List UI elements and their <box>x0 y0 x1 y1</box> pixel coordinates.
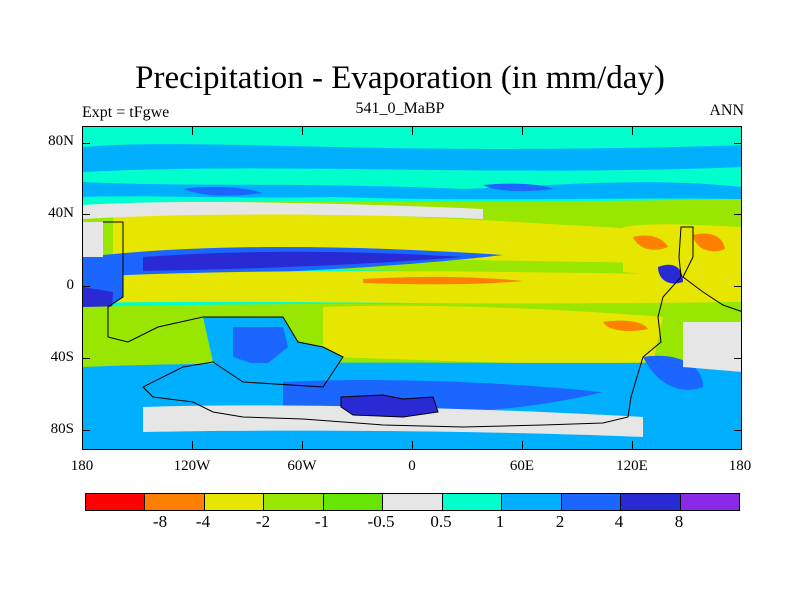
maritime-blue <box>658 264 683 284</box>
y-tick-r-80s <box>734 430 742 431</box>
x-label: 180 <box>728 458 752 474</box>
x-tick-top <box>632 127 633 135</box>
x-tick-top <box>192 127 193 135</box>
colorbar-segment <box>145 494 205 510</box>
colorbar-segment <box>442 494 503 510</box>
y-tick-40s <box>82 358 90 359</box>
colorbar-label: -0.5 <box>367 512 395 531</box>
x-label: 120W <box>173 458 211 474</box>
y-label: 80N <box>48 133 74 149</box>
x-label: 60E <box>509 458 535 474</box>
arctic-band <box>83 144 741 172</box>
equatorial-orange <box>363 276 523 285</box>
west-pacific-orange-1 <box>633 235 668 250</box>
y-tick-r-0 <box>734 286 742 287</box>
itcz-core <box>143 251 463 271</box>
x-tick <box>522 441 523 449</box>
southern-outline-box <box>340 394 439 418</box>
colorbar-segment <box>86 494 146 510</box>
y-tick-80n <box>82 143 90 144</box>
x-tick <box>412 441 413 449</box>
plot-title: Precipitation - Evaporation (in mm/day) <box>135 60 665 96</box>
y-tick-r-80n <box>734 143 742 144</box>
colorbar-segment <box>264 494 324 510</box>
experiment-label: Expt = tFgwe <box>82 104 170 121</box>
colorbar-segment <box>621 494 681 510</box>
y-tick-0 <box>82 286 90 287</box>
west-neutral-block <box>83 222 103 257</box>
north-blue-patch-2 <box>483 183 553 192</box>
south-orange-patch <box>603 320 648 331</box>
equatorial-yellow <box>83 271 741 304</box>
colorbar-label: 2 <box>555 512 565 531</box>
colorbar-label: 4 <box>614 512 624 531</box>
y-tick-r-40n <box>734 214 742 215</box>
x-tick-top <box>522 127 523 135</box>
south-america-deep <box>233 327 288 367</box>
x-tick-top <box>412 127 413 135</box>
colorbar-label: -4 <box>195 512 211 531</box>
colorbar-segment <box>383 494 443 510</box>
map-panel <box>82 126 742 450</box>
y-tick-r-40s <box>734 358 742 359</box>
north-midlat-band <box>83 182 741 200</box>
contour-map <box>83 127 741 449</box>
west-pacific-orange-2 <box>693 233 725 252</box>
y-label: 40N <box>48 205 74 221</box>
x-label: 60W <box>287 458 317 474</box>
x-tick <box>192 441 193 449</box>
colorbar <box>85 493 740 511</box>
colorbar-segment <box>502 494 562 510</box>
north-blue-patch-1 <box>183 186 263 196</box>
x-label: 120E <box>616 458 648 474</box>
colorbar-segment <box>561 494 622 510</box>
x-label: 180 <box>70 458 94 474</box>
x-tick <box>632 441 633 449</box>
east-neutral-block <box>683 322 741 372</box>
x-tick <box>302 441 303 449</box>
season-label: ANN <box>709 102 744 119</box>
colorbar-segment <box>204 494 265 510</box>
colorbar-label: 8 <box>674 512 684 531</box>
colorbar-segment <box>323 494 384 510</box>
x-tick-top <box>302 127 303 135</box>
x-label: 0 <box>408 458 416 474</box>
x-tick <box>741 441 742 449</box>
y-label: 0 <box>66 277 75 293</box>
time-label: 541_0_MaBP <box>355 100 445 117</box>
west-pacific-yellow <box>623 224 741 278</box>
coastline <box>103 221 741 428</box>
colorbar-label: 0.5 <box>430 512 452 531</box>
y-label: 40S <box>50 349 74 365</box>
colorbar-label: -1 <box>314 512 330 531</box>
north-neutral-band <box>83 202 483 219</box>
colorbar-segment <box>680 494 739 510</box>
subtropic-south-yellow <box>323 305 663 364</box>
x-tick <box>82 441 83 449</box>
y-tick-40n <box>82 214 90 215</box>
y-tick-80s <box>82 430 90 431</box>
colorbar-label: -8 <box>152 512 168 531</box>
colorbar-label: 1 <box>495 512 505 531</box>
y-label: 80S <box>50 421 74 437</box>
colorbar-label: -2 <box>255 512 271 531</box>
antarctic-neutral-band <box>143 405 643 437</box>
